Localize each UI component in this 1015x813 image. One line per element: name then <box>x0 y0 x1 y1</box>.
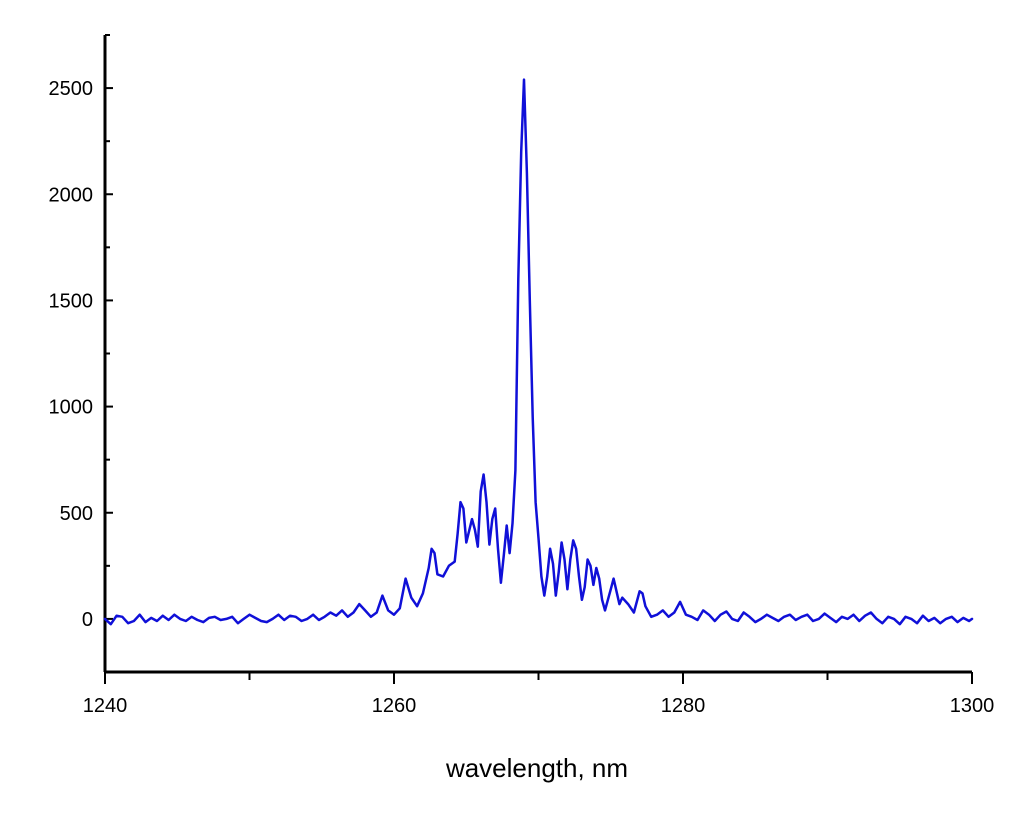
y-tick-label: 2000 <box>49 184 94 206</box>
y-tick-label: 1000 <box>49 397 94 419</box>
y-tick-label: 500 <box>60 503 93 525</box>
x-tick-label: 1260 <box>372 695 417 717</box>
y-tick-label: 0 <box>82 609 93 631</box>
x-tick-label: 1280 <box>661 695 706 717</box>
x-tick-label: 1300 <box>950 695 995 717</box>
series-line-1 <box>103 78 974 626</box>
chart-axes <box>103 35 972 674</box>
series-layer <box>103 78 974 626</box>
y-tick-label: 2500 <box>49 78 94 100</box>
y-tick-label: 1500 <box>49 290 94 312</box>
x-axis-ticks: 1240 1260 1280 1300 <box>83 672 995 717</box>
x-axis-title: wavelength, nm <box>445 753 628 783</box>
y-axis-ticks: 0 500 1000 1500 2000 2500 <box>49 34 113 673</box>
x-tick-label: 1240 <box>83 695 128 717</box>
